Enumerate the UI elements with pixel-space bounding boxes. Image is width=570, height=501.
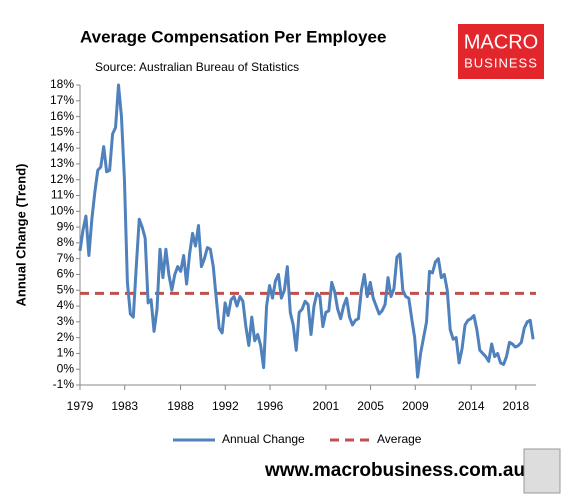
y-tick-label: -1% xyxy=(53,377,75,391)
x-tick-label: 2018 xyxy=(503,399,530,413)
y-tick-label: 13% xyxy=(50,156,74,170)
y-tick-label: 6% xyxy=(57,267,75,281)
x-tick-label: 2014 xyxy=(458,399,485,413)
y-tick-label: 0% xyxy=(57,361,75,375)
chart-title: Average Compensation Per Employee xyxy=(80,27,386,46)
y-tick-label: 18% xyxy=(50,77,74,91)
y-tick-label: 15% xyxy=(50,125,74,139)
y-tick-label: 11% xyxy=(51,188,74,202)
wolf-icon xyxy=(523,448,561,494)
x-tick-label: 1988 xyxy=(167,399,194,413)
data-line xyxy=(78,83,535,379)
logo-text: BUSINESS xyxy=(464,55,538,70)
x-tick-label: 2001 xyxy=(313,399,340,413)
y-tick-label: 9% xyxy=(57,219,75,233)
x-tick-label: 2005 xyxy=(357,399,384,413)
y-tick-label: 8% xyxy=(57,235,75,249)
y-tick-label: 17% xyxy=(50,93,74,107)
y-tick-label: 2% xyxy=(57,330,75,344)
logo-text: MACRO xyxy=(464,31,538,53)
y-tick-label: 16% xyxy=(50,109,74,123)
legend-label: Annual Change xyxy=(222,432,305,446)
chart-subtitle: Source: Australian Bureau of Statistics xyxy=(95,60,299,74)
y-tick-label: 3% xyxy=(57,314,75,328)
logo-box xyxy=(458,24,544,79)
x-tick-label: 1983 xyxy=(111,399,138,413)
x-tick-label: 1992 xyxy=(212,399,239,413)
y-tick-label: 12% xyxy=(50,172,74,186)
y-tick-label: 5% xyxy=(57,282,75,296)
x-tick-label: 1996 xyxy=(257,399,284,413)
y-tick-label: 10% xyxy=(50,203,74,217)
y-tick-label: 14% xyxy=(50,140,74,154)
y-tick-label: 7% xyxy=(57,251,75,265)
x-tick-label: 2009 xyxy=(402,399,429,413)
x-tick-label: 1979 xyxy=(67,399,94,413)
y-tick-label: 1% xyxy=(57,346,75,360)
footer: www.macrobusiness.com.au xyxy=(264,460,525,481)
y-tick-label: 4% xyxy=(57,298,75,312)
y-axis-title: Annual Change (Trend) xyxy=(13,164,28,307)
legend-label: Average xyxy=(377,432,422,446)
